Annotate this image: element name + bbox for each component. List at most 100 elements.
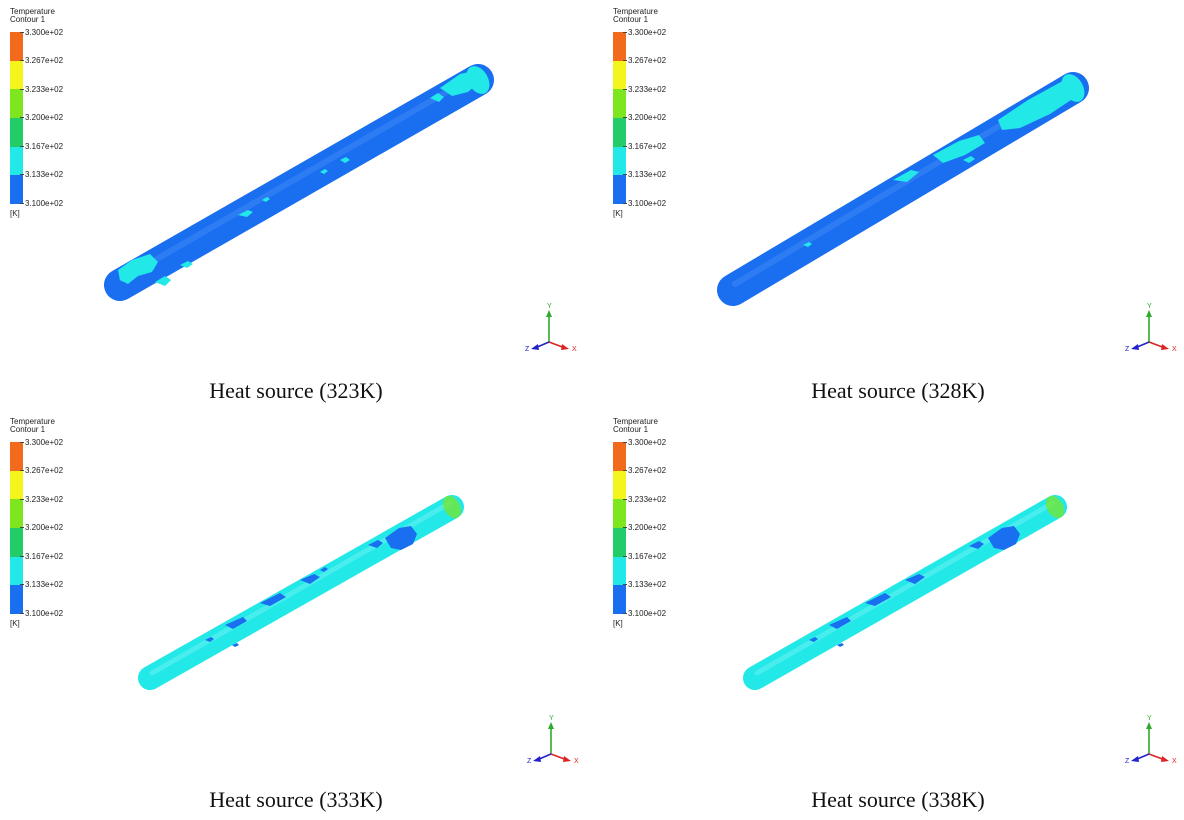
legend-subtitle: Contour 1: [10, 425, 46, 434]
tick-label: 3.100e+02: [622, 199, 667, 208]
color-legend: Temperature Contour 1 3.300e+02 3.267e+0…: [0, 410, 120, 650]
band-6: [613, 585, 626, 614]
band-5: [10, 556, 23, 586]
tick-label: 3.133e+02: [622, 170, 667, 179]
tick-label: 3.100e+02: [622, 609, 667, 618]
band-6: [613, 175, 626, 204]
axis-label-x: X: [572, 346, 577, 353]
axis-label-x: X: [574, 758, 579, 765]
tick-label: 3.300e+02: [19, 438, 64, 447]
legend-subtitle: Contour 1: [10, 15, 46, 24]
panel-caption: Heat source (338K): [811, 787, 985, 812]
tick-label: 3.267e+02: [19, 56, 64, 65]
legend-unit: [K]: [10, 619, 20, 628]
tick-label: 3.167e+02: [19, 142, 64, 151]
axis-label-z: Z: [527, 758, 532, 765]
tick-label: 3.167e+02: [622, 552, 667, 561]
band-4: [613, 528, 626, 557]
contour-panel-3: Temperature Contour 1 3.300e+02 3.267e+0…: [0, 410, 592, 820]
band-2: [10, 60, 23, 90]
band-4: [10, 528, 23, 557]
band-4: [10, 118, 23, 147]
tube-contour: [743, 495, 1067, 690]
legend-title: Temperature: [613, 7, 658, 16]
axis-label-x: X: [1172, 346, 1177, 353]
tick-label: 3.233e+02: [19, 495, 64, 504]
tick-label: 3.133e+02: [19, 580, 64, 589]
tick-label: 3.200e+02: [19, 523, 64, 532]
tick-label: 3.300e+02: [622, 438, 667, 447]
tick-label: 3.133e+02: [19, 170, 64, 179]
band-1: [10, 32, 23, 61]
panel-caption: Heat source (328K): [811, 378, 985, 403]
band-5: [10, 146, 23, 176]
legend-title: Temperature: [613, 417, 658, 426]
legend-title: Temperature: [10, 417, 55, 426]
tick-label: 3.267e+02: [622, 56, 667, 65]
tube-contour: [138, 495, 464, 690]
tick-label: 3.167e+02: [622, 142, 667, 151]
band-5: [613, 146, 626, 176]
panel-caption: Heat source (323K): [209, 378, 383, 403]
legend-unit: [K]: [613, 619, 623, 628]
axis-triad: Y X Z: [1125, 303, 1177, 353]
tick-label: 3.267e+02: [622, 466, 667, 475]
axis-label-z: Z: [1125, 346, 1130, 353]
tick-label: 3.267e+02: [19, 466, 64, 475]
tube-contour: [104, 64, 494, 301]
band-6: [10, 585, 23, 614]
axis-label-y: Y: [549, 715, 554, 722]
color-legend: Temperature Contour 1 3.300e+02 3.267e+0…: [0, 0, 120, 240]
band-5: [613, 556, 626, 586]
axis-label-x: X: [1172, 758, 1177, 765]
color-legend: Temperature Contour 1 3.300e+02 3.267e+0…: [603, 0, 723, 240]
tick-label: 3.200e+02: [19, 113, 64, 122]
tick-label: 3.133e+02: [622, 580, 667, 589]
tick-label: 3.100e+02: [19, 199, 64, 208]
color-bar: [10, 442, 23, 614]
color-bar: [613, 442, 626, 614]
band-3: [613, 499, 626, 528]
axis-triad: Y X Z: [527, 715, 579, 765]
color-bar: [10, 32, 23, 204]
axis-label-y: Y: [547, 303, 552, 310]
legend-unit: [K]: [613, 209, 623, 218]
band-3: [10, 89, 23, 118]
contour-panel-2: Temperature Contour 1 3.300e+02 3.267e+0…: [603, 0, 1184, 410]
tube-contour: [717, 72, 1089, 306]
band-3: [10, 499, 23, 528]
color-bar: [613, 32, 626, 204]
axis-label-y: Y: [1147, 303, 1152, 310]
contour-panel-4: Temperature Contour 1 3.300e+02 3.267e+0…: [603, 410, 1184, 820]
legend-subtitle: Contour 1: [613, 15, 649, 24]
panel-caption: Heat source (333K): [209, 787, 383, 812]
tick-label: 3.300e+02: [19, 28, 64, 37]
tick-label: 3.200e+02: [622, 113, 667, 122]
band-1: [10, 442, 23, 471]
color-legend: Temperature Contour 1 3.300e+02 3.267e+0…: [603, 410, 723, 650]
tick-label: 3.233e+02: [622, 495, 667, 504]
tick-label: 3.167e+02: [19, 552, 64, 561]
tick-label: 3.100e+02: [19, 609, 64, 618]
tick-label: 3.233e+02: [19, 85, 64, 94]
band-1: [613, 32, 626, 61]
band-2: [613, 470, 626, 500]
legend-unit: [K]: [10, 209, 20, 218]
axis-triad: Y X Z: [525, 303, 577, 353]
contour-panel-1: Temperature Contour 1 3.300e+02 3.267e+0…: [0, 0, 592, 410]
tick-label: 3.233e+02: [622, 85, 667, 94]
axis-label-z: Z: [1125, 758, 1130, 765]
band-2: [10, 470, 23, 500]
axis-triad: Y X Z: [1125, 715, 1177, 765]
tick-label: 3.300e+02: [622, 28, 667, 37]
axis-label-z: Z: [525, 346, 530, 353]
band-2: [613, 60, 626, 90]
band-1: [613, 442, 626, 471]
tick-label: 3.200e+02: [622, 523, 667, 532]
legend-title: Temperature: [10, 7, 55, 16]
axis-label-y: Y: [1147, 715, 1152, 722]
band-3: [613, 89, 626, 118]
band-4: [613, 118, 626, 147]
legend-subtitle: Contour 1: [613, 425, 649, 434]
band-6: [10, 175, 23, 204]
